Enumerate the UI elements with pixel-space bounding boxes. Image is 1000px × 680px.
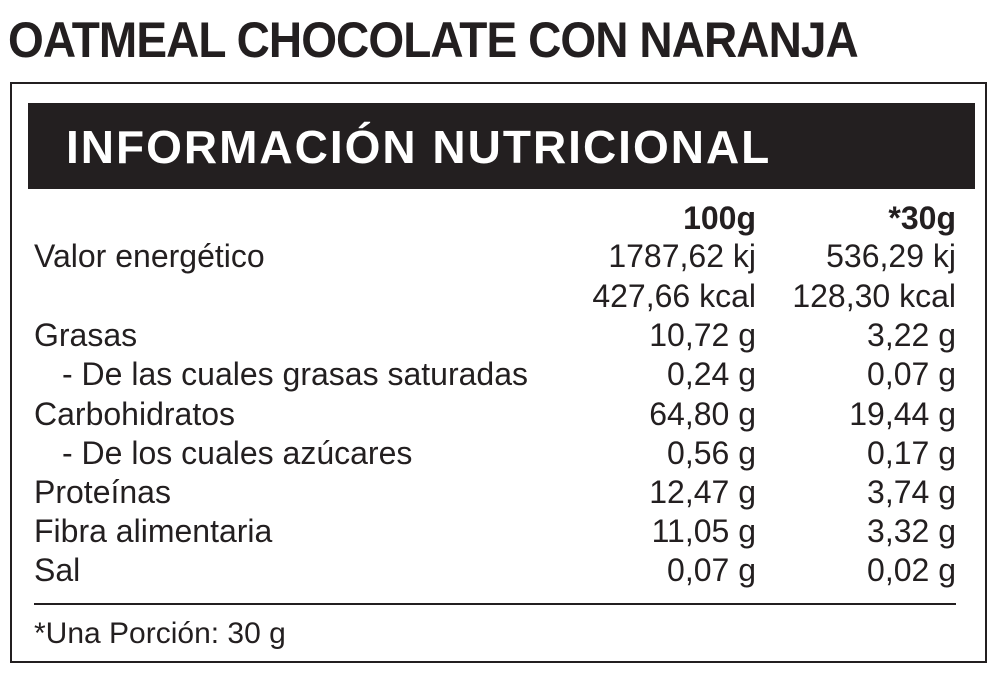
value-per-100g: 0,07 g [667, 552, 756, 588]
value-per-30g: 536,29 kj [826, 238, 956, 274]
value-per-30g: 128,30 kcal [792, 278, 956, 314]
value-per-100g: 12,47 g [649, 474, 756, 510]
table-row: Proteínas 12,47 g 3,74 g [12, 472, 989, 512]
row-label: - De las cuales grasas saturadas [62, 356, 528, 392]
value-per-30g: 3,22 g [867, 317, 956, 353]
panel-header: INFORMACIÓN NUTRICIONAL [28, 103, 975, 189]
table-row: Grasas 10,72 g 3,22 g [12, 315, 989, 355]
value-per-30g: 0,02 g [867, 552, 956, 588]
row-label: Fibra alimentaria [34, 513, 273, 549]
value-per-100g: 64,80 g [649, 396, 756, 432]
row-label: Grasas [34, 317, 138, 353]
value-per-100g: 1787,62 kj [608, 238, 756, 274]
product-title: OATMEAL CHOCOLATE CON NARANJA [8, 12, 859, 68]
table-row: - De las cuales grasas saturadas 0,24 g … [12, 354, 989, 394]
value-per-30g: 19,44 g [849, 396, 956, 432]
table-row: 427,66 kcal 128,30 kcal [12, 276, 989, 316]
table-row: Carbohidratos 64,80 g 19,44 g [12, 394, 989, 434]
value-per-100g: 427,66 kcal [592, 278, 756, 314]
table-row: Valor energético 1787,62 kj 536,29 kj [12, 236, 989, 276]
value-per-30g: 0,07 g [867, 356, 956, 392]
value-per-30g: 0,17 g [867, 435, 956, 471]
row-label: Sal [34, 552, 81, 588]
value-per-100g: 11,05 g [651, 513, 756, 549]
serving-footnote: *Una Porción: 30 g [34, 617, 286, 650]
value-per-30g: 3,74 g [867, 474, 956, 510]
row-label: - De los cuales azúcares [62, 435, 413, 471]
table-row: Fibra alimentaria 11,05 g 3,32 g [12, 511, 989, 551]
column-header-row: 100g *30g [12, 198, 989, 238]
column-header-100g: 100g [683, 200, 756, 236]
row-label: Valor energético [34, 238, 265, 274]
value-per-100g: 10,72 g [649, 317, 756, 353]
nutrition-panel: INFORMACIÓN NUTRICIONAL 100g *30g Valor … [10, 82, 987, 663]
panel-header-title: INFORMACIÓN NUTRICIONAL [66, 121, 772, 173]
table-divider [34, 603, 956, 605]
table-row: - De los cuales azúcares 0,56 g 0,17 g [12, 433, 989, 473]
value-per-100g: 0,24 g [667, 356, 756, 392]
value-per-100g: 0,56 g [667, 435, 756, 471]
row-label: Proteínas [34, 474, 171, 510]
value-per-30g: 3,32 g [867, 513, 956, 549]
table-row: Sal 0,07 g 0,02 g [12, 550, 989, 590]
row-label: Carbohidratos [34, 396, 235, 432]
column-header-30g: *30g [888, 200, 956, 236]
